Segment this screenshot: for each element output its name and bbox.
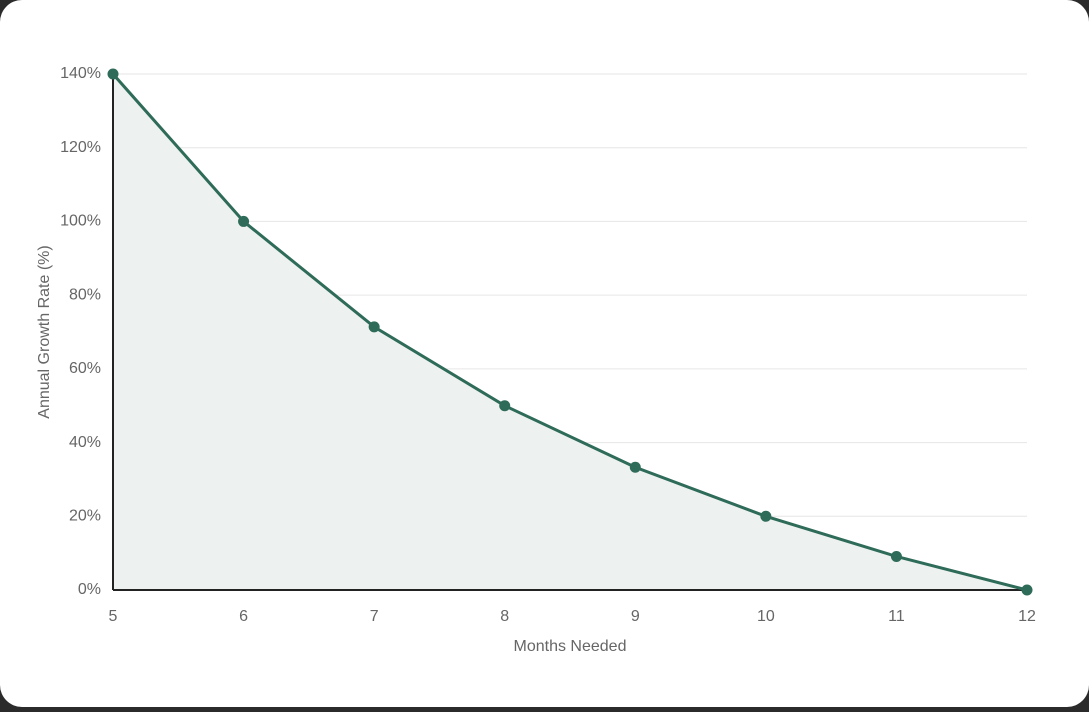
x-tick-label: 9 [631, 608, 640, 625]
y-tick-label: 80% [69, 286, 101, 303]
y-tick-label: 0% [78, 581, 101, 598]
y-tick-label: 40% [69, 434, 101, 451]
line [111, 73, 1028, 592]
point [1021, 584, 1033, 596]
x-tick-label: 8 [500, 608, 509, 625]
y-tick-label: 120% [60, 139, 101, 156]
y-axis-label: Annual Growth Rate (%) [36, 245, 53, 418]
x-tick-label: 6 [239, 608, 248, 625]
point [629, 461, 641, 473]
point [238, 215, 250, 227]
y-tick-label: 100% [60, 213, 101, 230]
y-tick-label: 20% [69, 508, 101, 525]
point [890, 550, 902, 562]
point [107, 68, 119, 80]
area [113, 74, 1027, 590]
x-tick-label: 5 [109, 608, 118, 625]
y-tick-label: 140% [60, 65, 101, 82]
x-tick-label: 12 [1018, 608, 1036, 625]
x-axis-label: Months Needed [514, 638, 627, 655]
point [499, 400, 511, 412]
x-tick-label: 11 [888, 608, 905, 625]
x-tick-label: 10 [757, 608, 775, 625]
point [368, 321, 380, 333]
x-tick-label: 7 [370, 608, 379, 625]
point [760, 510, 772, 522]
y-tick-label: 60% [69, 360, 101, 377]
